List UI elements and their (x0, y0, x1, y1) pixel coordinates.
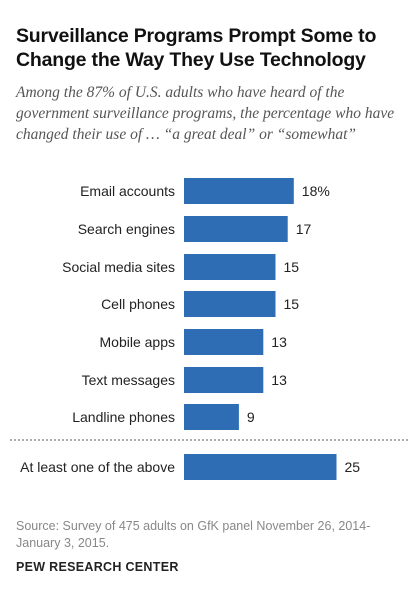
value-label-search-engines: 17 (296, 221, 312, 237)
category-label-landline-phones: Landline phones (72, 409, 175, 425)
value-label-social-media-sites: 15 (284, 259, 300, 275)
value-label-cell-phones: 15 (284, 296, 300, 312)
category-label-social-media-sites: Social media sites (62, 259, 175, 275)
bar-text-messages (184, 367, 264, 393)
bar-cell-phones (184, 291, 276, 317)
bar-search-engines (184, 216, 288, 242)
category-label-search-engines: Search engines (78, 221, 175, 237)
value-label-at-least-one-of-the-above: 25 (345, 459, 361, 475)
bar-social-media-sites (184, 254, 276, 280)
bar-at-least-one-of-the-above (184, 454, 337, 480)
value-label-email-accounts: 18% (302, 183, 330, 199)
bar-chart: Email accounts 18% Search engines 17 Social … (10, 178, 408, 480)
category-label-at-least-one-of-the-above: At least one of the above (20, 459, 175, 475)
value-label-mobile-apps: 13 (271, 334, 287, 350)
bar-landline-phones (184, 404, 239, 430)
category-label-cell-phones: Cell phones (101, 296, 175, 312)
credit-label: PEW RESEARCH CENTER (16, 560, 179, 574)
value-label-landline-phones: 9 (247, 409, 255, 425)
bar-mobile-apps (184, 329, 264, 355)
category-label-email-accounts: Email accounts (80, 183, 175, 199)
category-label-mobile-apps: Mobile apps (100, 334, 176, 350)
chart-title: Surveillance Programs Prompt Some to Cha… (16, 25, 377, 71)
category-label-text-messages: Text messages (82, 372, 175, 388)
chart-subtitle: Among the 87% of U.S. adults who have he… (16, 84, 395, 143)
source-note: Source: Survey of 475 adults on GfK pane… (16, 519, 371, 550)
bar-email-accounts (184, 178, 294, 204)
value-label-text-messages: 13 (271, 372, 287, 388)
